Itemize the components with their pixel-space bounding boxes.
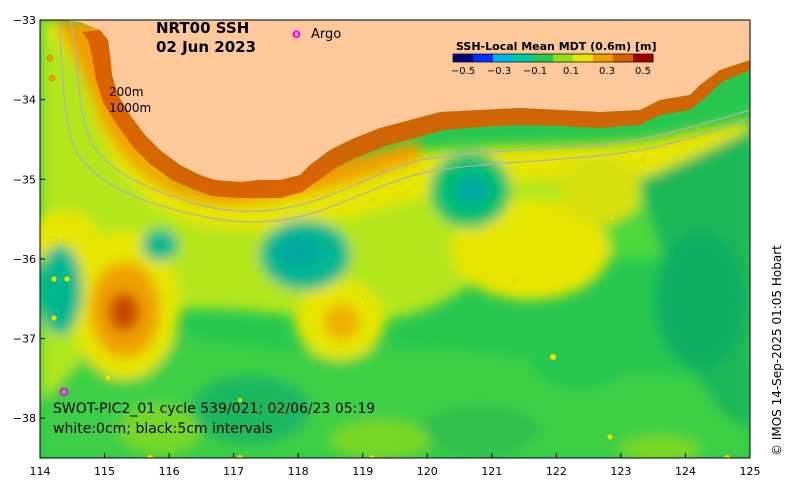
plot-border — [39, 19, 751, 459]
x-tick-label: 119 — [352, 465, 373, 478]
x-tick-label: 121 — [481, 465, 502, 478]
contour-200m-label: 200m — [109, 85, 144, 99]
x-tick-label: 116 — [159, 465, 180, 478]
contour-interval-label: white:0cm; black:5cm intervals — [53, 421, 273, 437]
x-tick-label: 118 — [288, 465, 309, 478]
contour-1000m — [57, 20, 750, 223]
colorbar-swatch — [453, 54, 474, 62]
imos-credit: © IMOS 14-Sep-2025 01:05 Hobart — [770, 245, 784, 456]
colorbar-swatch — [513, 54, 534, 62]
x-tick-label: 115 — [94, 465, 115, 478]
contour-1000m-label: 1000m — [109, 101, 151, 115]
colorbar-swatch — [493, 54, 514, 62]
y-axis: −33 −34 −35 −36 −37 −38 — [13, 14, 45, 425]
colorbar-tick-label: −0.5 — [451, 66, 475, 77]
colorbar-swatch — [553, 54, 574, 62]
x-tick-label: 124 — [675, 465, 696, 478]
x-tick-label: 117 — [223, 465, 244, 478]
argo-legend-label: Argo — [311, 27, 341, 42]
colorbar-swatch — [573, 54, 594, 62]
y-tick-label: −35 — [13, 173, 36, 186]
colorbar-tick-label: 0.3 — [599, 66, 615, 77]
y-tick-label: −33 — [13, 14, 36, 27]
map-title-line2: 02 Jun 2023 — [156, 38, 256, 56]
x-tick-label: 114 — [30, 465, 51, 478]
x-tick-label: 123 — [610, 465, 631, 478]
swot-pass-label: SWOT-PIC2_01 cycle 539/021; 02/06/23 05:… — [53, 401, 375, 417]
y-tick-label: −36 — [13, 253, 36, 266]
observation-points — [46, 54, 731, 458]
colorbar-swatch — [533, 54, 554, 62]
map-plot-area — [40, 20, 750, 458]
ssh-field — [40, 20, 750, 458]
colorbar-title: SSH-Local Mean MDT (0.6m) [m] — [456, 40, 656, 53]
x-tick-label: 125 — [740, 465, 761, 478]
colorbar-tick-label: −0.1 — [523, 66, 547, 77]
colorbar — [452, 53, 654, 63]
y-tick-label: −38 — [13, 412, 36, 425]
x-tick-label: 120 — [417, 465, 438, 478]
argo-float-marker — [59, 387, 69, 397]
colorbar-tick-label: 0.5 — [635, 66, 651, 77]
colorbar-border — [452, 53, 654, 63]
colorbar-swatch — [593, 54, 614, 62]
x-axis: 114 115 116 117 118 119 120 121 122 123 124 125 — [30, 453, 761, 478]
x-tick-label: 122 — [546, 465, 567, 478]
colorbar-tick-label: 0.1 — [563, 66, 579, 77]
colorbar-swatch — [633, 54, 654, 62]
colorbar-swatch — [613, 54, 634, 62]
colorbar-swatch — [473, 54, 494, 62]
coastal-band — [82, 30, 750, 198]
y-tick-label: −34 — [13, 94, 36, 107]
contour-200m — [69, 20, 750, 213]
colorbar-tick-label: −0.3 — [487, 66, 511, 77]
colorbar-ticks: −0.5 −0.3 −0.1 0.1 0.3 0.5 — [451, 66, 651, 77]
y-tick-label: −37 — [13, 333, 36, 346]
map-title-line1: NRT00 SSH — [156, 19, 249, 37]
argo-legend-icon: o — [292, 27, 301, 42]
